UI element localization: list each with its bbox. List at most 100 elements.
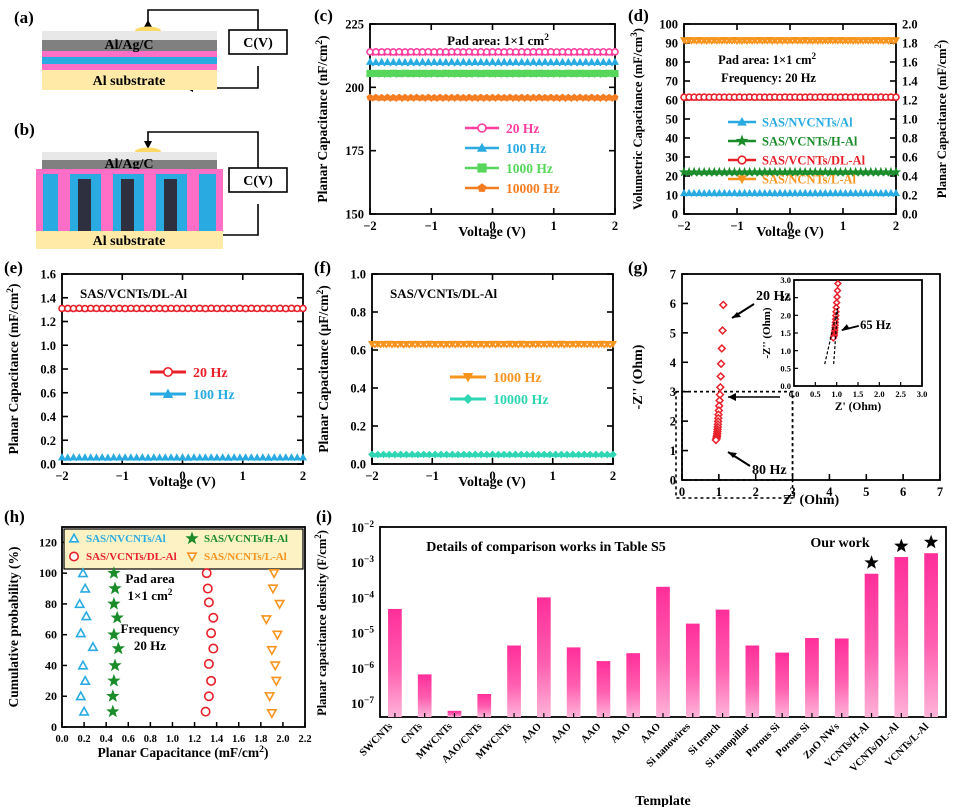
y-tick-right-label: 1.2 <box>902 94 918 108</box>
inset-y-tick-label: 0.0 <box>780 381 791 391</box>
data-point-1-5 <box>107 627 121 641</box>
series-marker-2 <box>553 69 561 77</box>
series-marker-1 <box>57 453 67 461</box>
series-marker-1 <box>430 57 439 65</box>
pillar-2 <box>121 179 134 231</box>
legend-label-2: SAS/VCNTs/DL-Al <box>762 154 866 168</box>
series-marker-3 <box>801 37 810 45</box>
series-marker-1 <box>580 450 589 459</box>
series-marker-3 <box>841 37 850 45</box>
y-tick-label: 175 <box>345 144 364 158</box>
x-tick-label-0: SWCNTs <box>358 721 395 758</box>
trench-pink-4 <box>187 174 199 231</box>
bar-18 <box>924 553 938 717</box>
panel-e-chart: (e) −2 −1 0 1 2 0.0 0.2 0.4 0.6 0.8 1.0 1.2 1.4 1.6 SA… <box>0 252 320 507</box>
legend-marker-1 <box>185 531 199 545</box>
y-tick-label: 2 <box>670 415 676 429</box>
plot-frame <box>369 23 616 215</box>
series-marker-2 <box>477 69 485 78</box>
series-marker-3 <box>785 37 795 45</box>
data-point-2-0 <box>200 706 211 717</box>
series-marker-1 <box>587 57 596 66</box>
inset-guide-line-2 <box>833 308 839 365</box>
series-marker-1 <box>92 453 101 461</box>
x-tick-label: 0 <box>489 469 495 483</box>
series-marker-2 <box>424 69 432 78</box>
series-marker-2 <box>401 69 409 77</box>
series-marker-1 <box>264 453 273 461</box>
inset-x-tick-label: 2.0 <box>874 389 885 399</box>
data-point-1-2 <box>107 673 121 687</box>
y-tick-right-label: 0.0 <box>902 208 918 222</box>
inset-frame <box>793 279 923 387</box>
series-marker-1 <box>505 57 515 66</box>
x-axis-label: Voltage (V) <box>756 225 824 240</box>
y-tick-label: 0 <box>670 474 676 488</box>
data-point-2-7 <box>203 597 214 608</box>
y-tick-label: 0.6 <box>40 386 56 400</box>
y-tick-label: 0 <box>672 208 678 222</box>
series-marker-3 <box>871 37 880 45</box>
y-tick-label: 7 <box>670 268 676 282</box>
bar-11 <box>715 609 730 717</box>
data-point-2 <box>717 343 727 353</box>
series-marker-3 <box>471 93 479 101</box>
series-marker-2 <box>570 69 578 78</box>
series-marker-1 <box>511 57 520 65</box>
legend-marker-1 <box>735 134 749 147</box>
y-tick-label: 0.8 <box>40 363 56 377</box>
legend-marker-0 <box>462 373 474 383</box>
series-marker-0 <box>528 340 537 349</box>
arrow-down-icon <box>144 20 152 27</box>
series-marker-1 <box>253 453 262 461</box>
y-axis-label: Volumetric Capacitance (mF/cm3) <box>629 28 645 210</box>
bar-4 <box>507 645 521 717</box>
series-marker-1 <box>470 57 480 65</box>
layer-metal <box>42 160 217 169</box>
series-marker-1 <box>270 453 279 461</box>
x-tick-label-6: AAO <box>549 721 573 745</box>
data-point-0-8 <box>79 582 91 593</box>
y-tick-right-label: 0.8 <box>902 132 918 146</box>
series-marker-0 <box>477 340 486 349</box>
legend-label-3: SAS/NCNTs/L-Al <box>204 551 287 563</box>
series-marker-0 <box>299 304 307 313</box>
series-marker-0 <box>770 188 779 197</box>
panel-e-label: (e) <box>4 258 23 277</box>
series-marker-0 <box>846 188 855 197</box>
series-marker-2 <box>611 69 619 78</box>
series-marker-1 <box>115 453 124 461</box>
series-marker-2 <box>442 69 450 77</box>
series-marker-2 <box>535 69 543 77</box>
series-marker-1 <box>138 453 147 461</box>
layer-pink-upper <box>42 51 217 57</box>
panel-a-schematic: (a) C(V) Al/Ag/C Al substrate <box>0 0 310 120</box>
y-tick-label: 70 <box>666 75 679 89</box>
bar-6 <box>566 647 581 717</box>
series-marker-1 <box>86 453 95 461</box>
series-marker-2 <box>459 69 467 77</box>
inset-y-tick-label: 1.0 <box>780 346 791 356</box>
series-marker-0 <box>856 188 865 197</box>
series-marker-3 <box>876 37 885 45</box>
legend-label-0: 20 Hz <box>193 366 228 381</box>
y-tick-label: 1 <box>670 444 676 458</box>
data-point-3-0 <box>266 708 278 720</box>
y-tick-label: 0.2 <box>350 420 366 434</box>
y-tick-right-label: 2.0 <box>902 18 918 32</box>
data-point-0 <box>718 300 728 310</box>
bar-17 <box>894 557 909 717</box>
pillar-1 <box>78 179 91 231</box>
bar-8 <box>626 653 641 717</box>
series-marker-2 <box>366 69 374 78</box>
panel-d-svg: −2 −1 0 1 201020304050607080901000.00.20.40.… <box>629 18 949 241</box>
series-marker-1 <box>494 57 503 66</box>
data-point-1-6 <box>110 610 124 624</box>
y-tick-label: 0 <box>51 720 57 734</box>
series-marker-0 <box>574 340 583 349</box>
data-point-3 <box>716 359 726 369</box>
legend-label-1: SAS/VCNTs/H-Al <box>762 135 858 149</box>
series-marker-3 <box>705 37 714 45</box>
y-tick-right-label: 1.0 <box>902 113 918 127</box>
